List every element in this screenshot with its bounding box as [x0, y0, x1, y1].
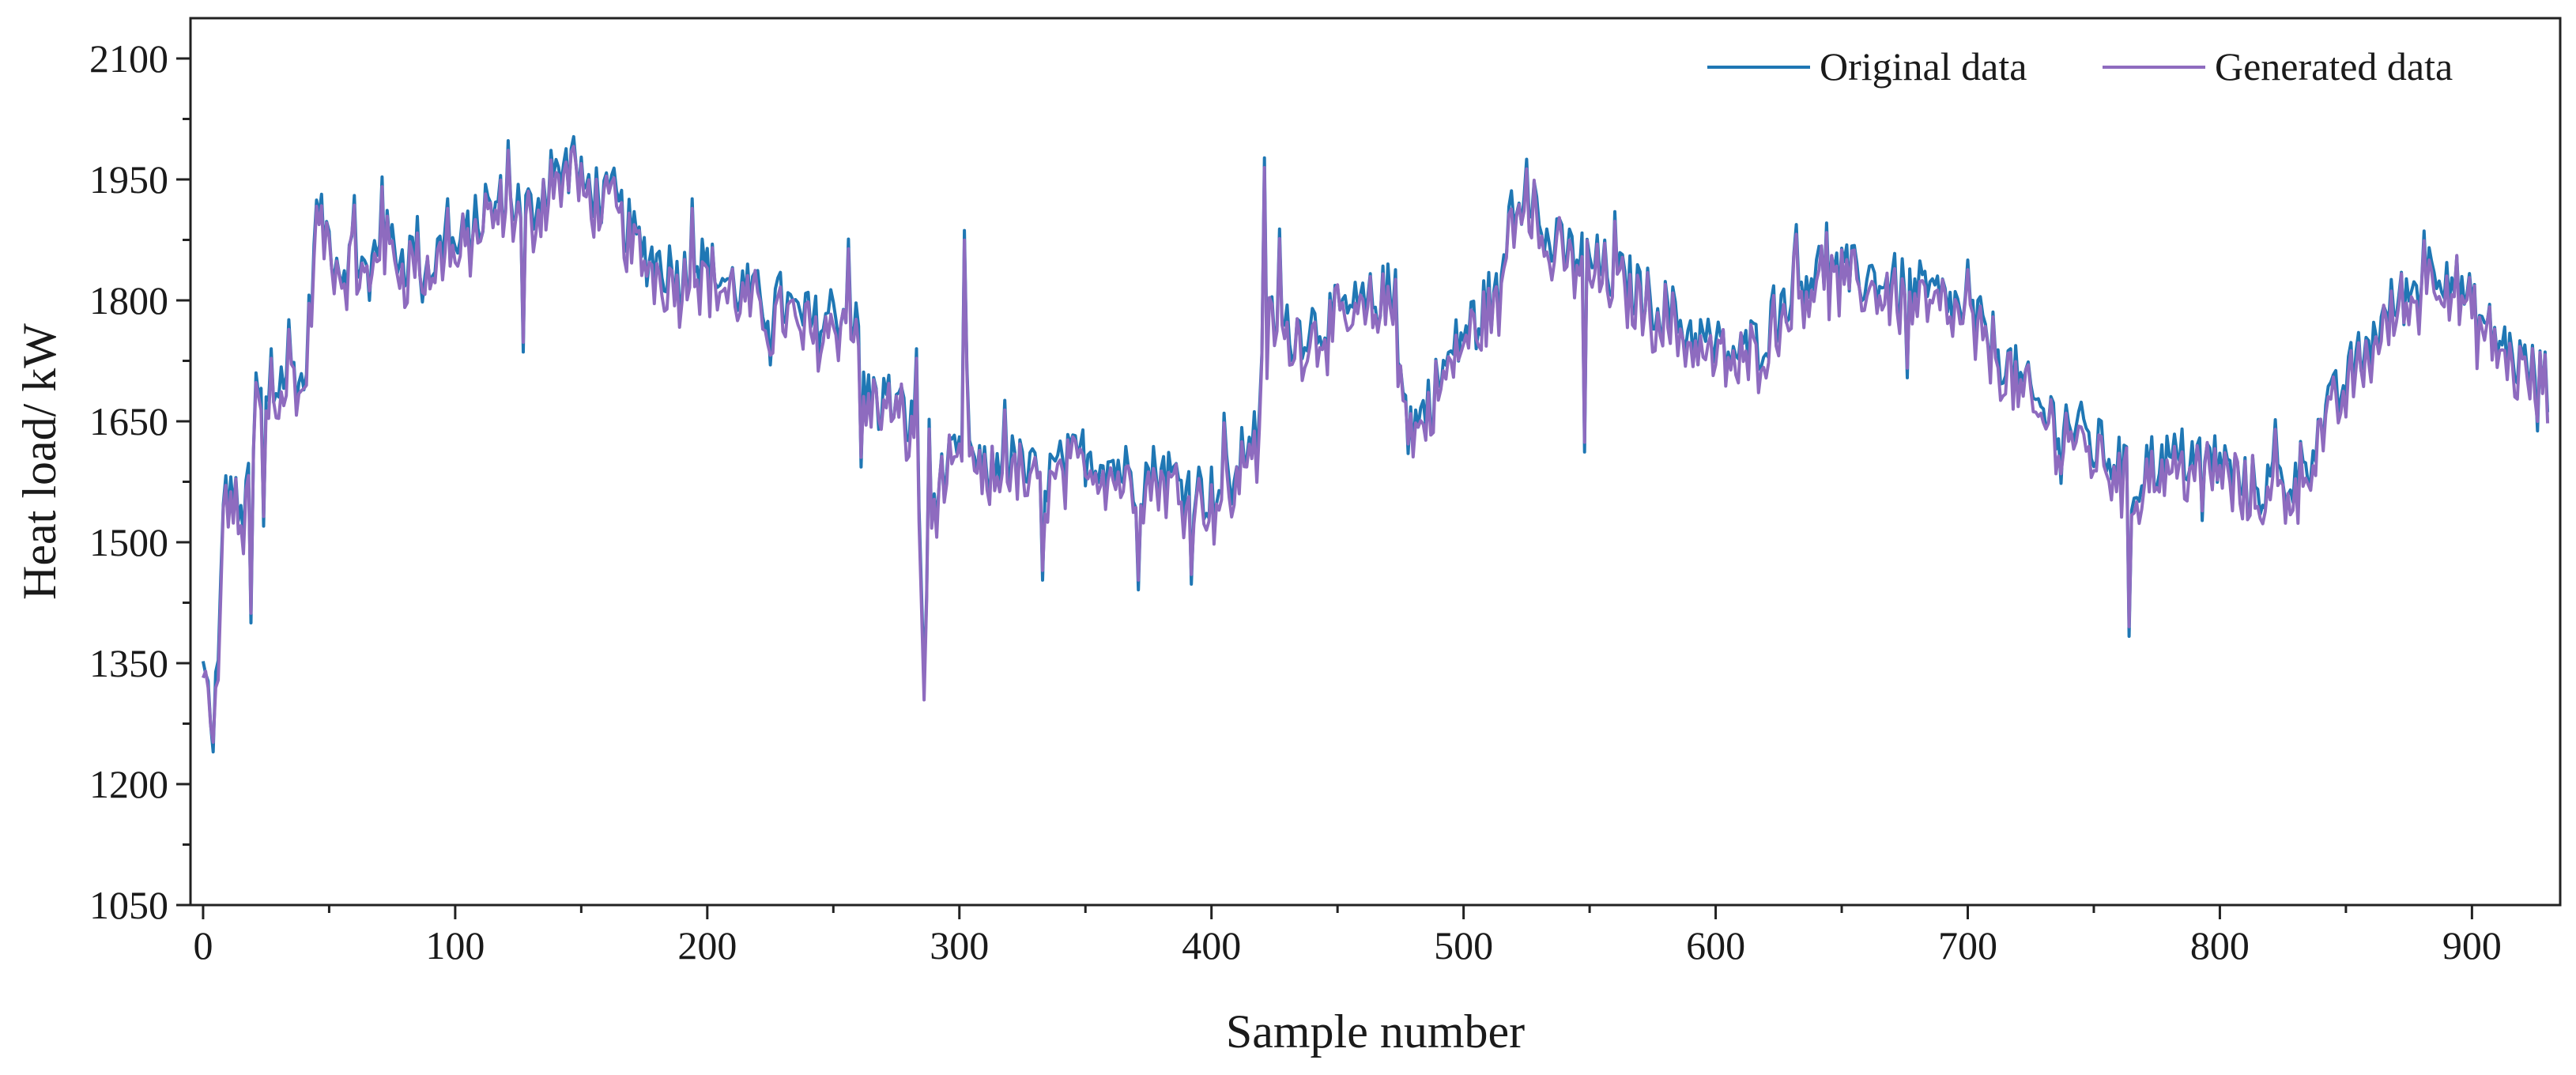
x-tick-label-100: 100 [425, 923, 485, 968]
x-tick-label-0: 0 [193, 923, 213, 968]
x-tick-label-900: 900 [2442, 923, 2502, 968]
legend-label-original: Original data [1820, 44, 2027, 89]
x-tick-label-300: 300 [930, 923, 989, 968]
x-tick-label-800: 800 [2190, 923, 2250, 968]
x-tick-label-600: 600 [1686, 923, 1745, 968]
y-tick-label-1200: 1200 [89, 762, 168, 806]
y-tick-label-1500: 1500 [89, 520, 168, 564]
y-tick-label-1800: 1800 [89, 278, 168, 322]
x-axis-title: Sample number [1226, 1005, 1525, 1058]
y-tick-label-1950: 1950 [89, 157, 168, 202]
x-tick-label-200: 200 [677, 923, 737, 968]
y-axis-title: Heat load/ kW [13, 323, 66, 600]
x-tick-label-400: 400 [1182, 923, 1241, 968]
axes-layer: 0 100 200 300 400 500 600 700 800 900 1050 1200 1350… [89, 36, 2502, 968]
x-tick-label-700: 700 [1938, 923, 1997, 968]
series-generated-data [202, 145, 2550, 744]
y-tick-label-1350: 1350 [89, 641, 168, 685]
legend-label-generated: Generated data [2215, 44, 2453, 89]
series-layer [201, 134, 2550, 754]
y-tick-label-1050: 1050 [89, 883, 168, 927]
x-tick-label-500: 500 [1434, 923, 1493, 968]
y-tick-label-2100: 2100 [89, 36, 168, 81]
y-tick-label-1650: 1650 [89, 399, 168, 443]
plot-frame [189, 17, 2562, 907]
legend: Original data Generated data [1707, 44, 2453, 89]
